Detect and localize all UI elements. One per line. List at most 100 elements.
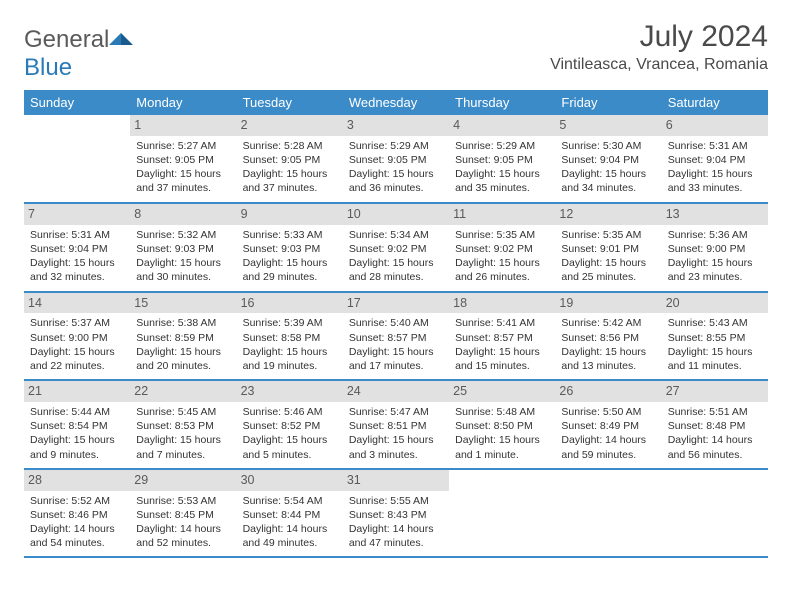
sunset-text: Sunset: 8:46 PM [30,508,124,522]
sunrise-text: Sunrise: 5:42 AM [561,316,655,330]
day-number: 28 [24,470,130,491]
day-cell: 20Sunrise: 5:43 AMSunset: 8:55 PMDayligh… [662,292,768,381]
day1-text: Daylight: 15 hours [561,167,655,181]
day1-text: Daylight: 15 hours [455,433,549,447]
day-number: 12 [555,204,661,225]
sunrise-text: Sunrise: 5:33 AM [243,228,337,242]
weekday-header: Monday [130,90,236,115]
sunrise-text: Sunrise: 5:38 AM [136,316,230,330]
day-cell: 16Sunrise: 5:39 AMSunset: 8:58 PMDayligh… [237,292,343,381]
day1-text: Daylight: 15 hours [561,256,655,270]
sunrise-text: Sunrise: 5:55 AM [349,494,443,508]
day1-text: Daylight: 15 hours [243,345,337,359]
sunrise-text: Sunrise: 5:45 AM [136,405,230,419]
day-number: 5 [555,115,661,136]
sunset-text: Sunset: 9:05 PM [243,153,337,167]
day-number: 26 [555,381,661,402]
day-number: 22 [130,381,236,402]
sunrise-text: Sunrise: 5:29 AM [349,139,443,153]
day1-text: Daylight: 15 hours [136,167,230,181]
title-block: July 2024 Vintileasca, Vrancea, Romania [550,20,768,74]
weekday-header: Tuesday [237,90,343,115]
weekday-header: Wednesday [343,90,449,115]
day-number: 20 [662,293,768,314]
day2-text: and 22 minutes. [30,359,124,373]
empty-cell [24,115,130,203]
day2-text: and 52 minutes. [136,536,230,550]
day-cell: 18Sunrise: 5:41 AMSunset: 8:57 PMDayligh… [449,292,555,381]
logo-text-blue: Blue [24,54,72,81]
day1-text: Daylight: 14 hours [30,522,124,536]
calendar-page: GeneralBlue July 2024 Vintileasca, Vranc… [0,0,792,578]
sunrise-text: Sunrise: 5:48 AM [455,405,549,419]
day1-text: Daylight: 15 hours [30,345,124,359]
day1-text: Daylight: 15 hours [349,433,443,447]
logo-text-general: General [24,26,109,53]
sunset-text: Sunset: 8:57 PM [455,331,549,345]
day1-text: Daylight: 15 hours [243,433,337,447]
day-cell: 15Sunrise: 5:38 AMSunset: 8:59 PMDayligh… [130,292,236,381]
day1-text: Daylight: 15 hours [30,256,124,270]
day2-text: and 17 minutes. [349,359,443,373]
sunrise-text: Sunrise: 5:35 AM [455,228,549,242]
sunset-text: Sunset: 8:51 PM [349,419,443,433]
day-number: 21 [24,381,130,402]
sunrise-text: Sunrise: 5:52 AM [30,494,124,508]
sunrise-text: Sunrise: 5:35 AM [561,228,655,242]
day-cell: 19Sunrise: 5:42 AMSunset: 8:56 PMDayligh… [555,292,661,381]
day-cell: 21Sunrise: 5:44 AMSunset: 8:54 PMDayligh… [24,380,130,469]
day2-text: and 37 minutes. [136,181,230,195]
day2-text: and 28 minutes. [349,270,443,284]
logo-triangle-icon [109,29,133,47]
day-cell: 28 Sunrise: 5:52 AMSunset: 8:46 PMDayligh… [24,469,130,558]
day-cell: 9Sunrise: 5:33 AMSunset: 9:03 PMDaylight… [237,203,343,292]
sunset-text: Sunset: 9:03 PM [243,242,337,256]
weekday-header: Friday [555,90,661,115]
day1-text: Daylight: 15 hours [455,167,549,181]
day-cell: 30Sunrise: 5:54 AMSunset: 8:44 PMDayligh… [237,469,343,558]
day1-text: Daylight: 15 hours [561,345,655,359]
day-cell: 10Sunrise: 5:34 AMSunset: 9:02 PMDayligh… [343,203,449,292]
sunset-text: Sunset: 8:55 PM [668,331,762,345]
sunrise-text: Sunrise: 5:32 AM [136,228,230,242]
day-number: 16 [237,293,343,314]
header: GeneralBlue July 2024 Vintileasca, Vranc… [24,20,768,82]
day2-text: and 13 minutes. [561,359,655,373]
day-cell: 4Sunrise: 5:29 AMSunset: 9:05 PMDaylight… [449,115,555,203]
day1-text: Daylight: 15 hours [668,167,762,181]
day2-text: and 56 minutes. [668,448,762,462]
calendar-week-row: 7Sunrise: 5:31 AMSunset: 9:04 PMDaylight… [24,203,768,292]
day2-text: and 30 minutes. [136,270,230,284]
day-number: 15 [130,293,236,314]
sunset-text: Sunset: 8:45 PM [136,508,230,522]
day-number: 30 [237,470,343,491]
sunrise-text: Sunrise: 5:31 AM [668,139,762,153]
day-number: 14 [24,293,130,314]
calendar-header-row: SundayMondayTuesdayWednesdayThursdayFrid… [24,90,768,115]
sunrise-text: Sunrise: 5:43 AM [668,316,762,330]
sunrise-text: Sunrise: 5:30 AM [561,139,655,153]
day2-text: and 36 minutes. [349,181,443,195]
day-cell: 17Sunrise: 5:40 AMSunset: 8:57 PMDayligh… [343,292,449,381]
day2-text: and 19 minutes. [243,359,337,373]
day2-text: and 15 minutes. [455,359,549,373]
sunset-text: Sunset: 8:49 PM [561,419,655,433]
day2-text: and 34 minutes. [561,181,655,195]
sunset-text: Sunset: 9:05 PM [136,153,230,167]
day1-text: Daylight: 14 hours [668,433,762,447]
day2-text: and 35 minutes. [455,181,549,195]
sunrise-text: Sunrise: 5:39 AM [243,316,337,330]
sunset-text: Sunset: 8:59 PM [136,331,230,345]
day2-text: and 5 minutes. [243,448,337,462]
day-number: 19 [555,293,661,314]
day-cell: 11Sunrise: 5:35 AMSunset: 9:02 PMDayligh… [449,203,555,292]
sunrise-text: Sunrise: 5:37 AM [30,316,124,330]
sunrise-text: Sunrise: 5:51 AM [668,405,762,419]
day-cell: 2Sunrise: 5:28 AMSunset: 9:05 PMDaylight… [237,115,343,203]
day1-text: Daylight: 15 hours [668,256,762,270]
weekday-header: Sunday [24,90,130,115]
day-number: 1 [130,115,236,136]
sunset-text: Sunset: 9:05 PM [349,153,443,167]
day1-text: Daylight: 15 hours [349,256,443,270]
location-text: Vintileasca, Vrancea, Romania [550,56,768,74]
